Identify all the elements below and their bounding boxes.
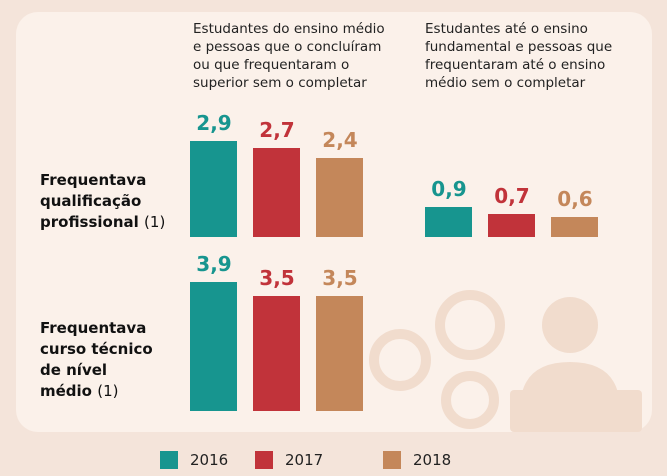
bar xyxy=(253,295,300,411)
column-title-line: superior sem o completar xyxy=(193,75,367,91)
value-label: 2,4 xyxy=(322,127,358,152)
column-title-line: Estudantes até o ensino xyxy=(425,21,588,37)
row-title-line: profissional (1) xyxy=(40,212,165,233)
decoration xyxy=(369,290,642,432)
row-title: Frequentava qualificação profissional (1) xyxy=(40,170,165,233)
bar xyxy=(488,213,535,237)
row-title-line: Frequentava xyxy=(40,170,165,191)
column-title-line: fundamental e pessoas que xyxy=(425,39,613,55)
bar xyxy=(425,207,472,237)
legend-label: 2017 xyxy=(285,451,324,469)
value-label: 0,7 xyxy=(494,183,530,208)
bar xyxy=(253,147,300,237)
column-title-line: médio sem o completar xyxy=(425,75,586,91)
legend-item: 2016 xyxy=(160,451,228,469)
value-label: 0,9 xyxy=(431,177,467,202)
value-label: 3,9 xyxy=(196,252,232,277)
value-label: 0,6 xyxy=(557,187,593,212)
legend-swatch xyxy=(160,451,178,469)
row-title-line: médio (1) xyxy=(40,381,153,402)
row-title-text: profissional xyxy=(40,213,139,231)
value-label: 3,5 xyxy=(259,265,295,290)
legend-label: 2016 xyxy=(190,451,229,469)
row-title-text: médio xyxy=(40,382,92,400)
row-title-note: (1) xyxy=(97,382,119,400)
row-title-line: qualificação xyxy=(40,191,165,212)
bar xyxy=(190,282,237,411)
column-title-line: Estudantes do ensino médio xyxy=(193,21,385,37)
value-label: 3,5 xyxy=(322,265,358,290)
bar xyxy=(316,295,363,411)
column-title-line: frequentaram até o ensino xyxy=(425,57,606,73)
row-title-line: de nível xyxy=(40,360,153,381)
row-title-text: Frequentava xyxy=(40,171,147,189)
row-title-note: (1) xyxy=(144,213,166,231)
row-title-line: Frequentava xyxy=(40,318,153,339)
column-title-line: e pessoas que o concluíram xyxy=(193,39,382,55)
row-title-text: de nível xyxy=(40,361,108,379)
bar xyxy=(190,141,237,237)
row-title-text: Frequentava xyxy=(40,319,147,337)
column-title: Estudantes até o ensino fundamental e pes… xyxy=(425,20,612,92)
row-title: Frequentava curso técnico de nível médio (1… xyxy=(40,318,153,402)
legend-swatch xyxy=(255,451,273,469)
bar xyxy=(551,217,598,237)
row-title-text: qualificação xyxy=(40,192,142,210)
bar xyxy=(316,157,363,237)
row-title-text: curso técnico xyxy=(40,340,153,358)
legend-swatch xyxy=(383,451,401,469)
column-title: Estudantes do ensino médio e pessoas que … xyxy=(193,20,385,92)
row-title-line: curso técnico xyxy=(40,339,153,360)
legend-item: 2017 xyxy=(255,451,323,469)
value-label: 2,7 xyxy=(259,117,295,142)
column-title-line: ou que frequentaram o xyxy=(193,57,350,73)
value-label: 2,9 xyxy=(196,111,232,136)
legend-label: 2018 xyxy=(413,451,452,469)
legend-item: 2018 xyxy=(383,451,451,469)
